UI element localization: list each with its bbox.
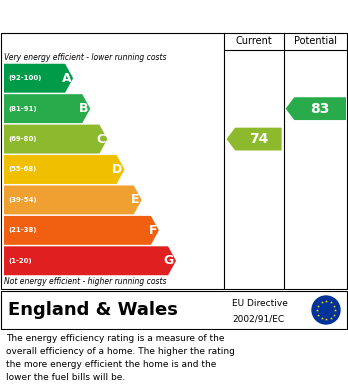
Text: Energy Efficiency Rating: Energy Efficiency Rating	[9, 9, 219, 23]
Text: The energy efficiency rating is a measure of the
overall efficiency of a home. T: The energy efficiency rating is a measur…	[6, 334, 235, 382]
Polygon shape	[4, 185, 142, 214]
Text: Potential: Potential	[294, 36, 337, 46]
Polygon shape	[227, 127, 282, 151]
Polygon shape	[4, 125, 108, 154]
Text: 2002/91/EC: 2002/91/EC	[232, 314, 285, 323]
Text: A: A	[62, 72, 71, 85]
Text: Very energy efficient - lower running costs: Very energy efficient - lower running co…	[4, 53, 166, 62]
Text: B: B	[79, 102, 88, 115]
Text: 83: 83	[310, 102, 330, 116]
Text: (81-91): (81-91)	[8, 106, 37, 112]
Text: C: C	[96, 133, 105, 145]
Text: EU Directive: EU Directive	[232, 300, 288, 308]
Text: England & Wales: England & Wales	[8, 301, 178, 319]
Polygon shape	[4, 94, 90, 123]
Polygon shape	[286, 97, 346, 120]
Text: D: D	[112, 163, 122, 176]
Text: (69-80): (69-80)	[8, 136, 37, 142]
Text: G: G	[164, 254, 174, 267]
Text: (92-100): (92-100)	[8, 75, 41, 81]
Text: E: E	[131, 194, 140, 206]
Text: F: F	[148, 224, 157, 237]
Circle shape	[312, 296, 340, 324]
Text: (55-68): (55-68)	[8, 167, 36, 172]
Text: Current: Current	[236, 36, 272, 46]
Polygon shape	[4, 216, 159, 245]
Text: (1-20): (1-20)	[8, 258, 32, 264]
Text: 74: 74	[249, 132, 268, 146]
Polygon shape	[4, 155, 125, 184]
Polygon shape	[4, 246, 176, 275]
Polygon shape	[4, 64, 73, 93]
Text: Not energy efficient - higher running costs: Not energy efficient - higher running co…	[4, 277, 166, 286]
Text: (21-38): (21-38)	[8, 227, 37, 233]
Text: (39-54): (39-54)	[8, 197, 37, 203]
